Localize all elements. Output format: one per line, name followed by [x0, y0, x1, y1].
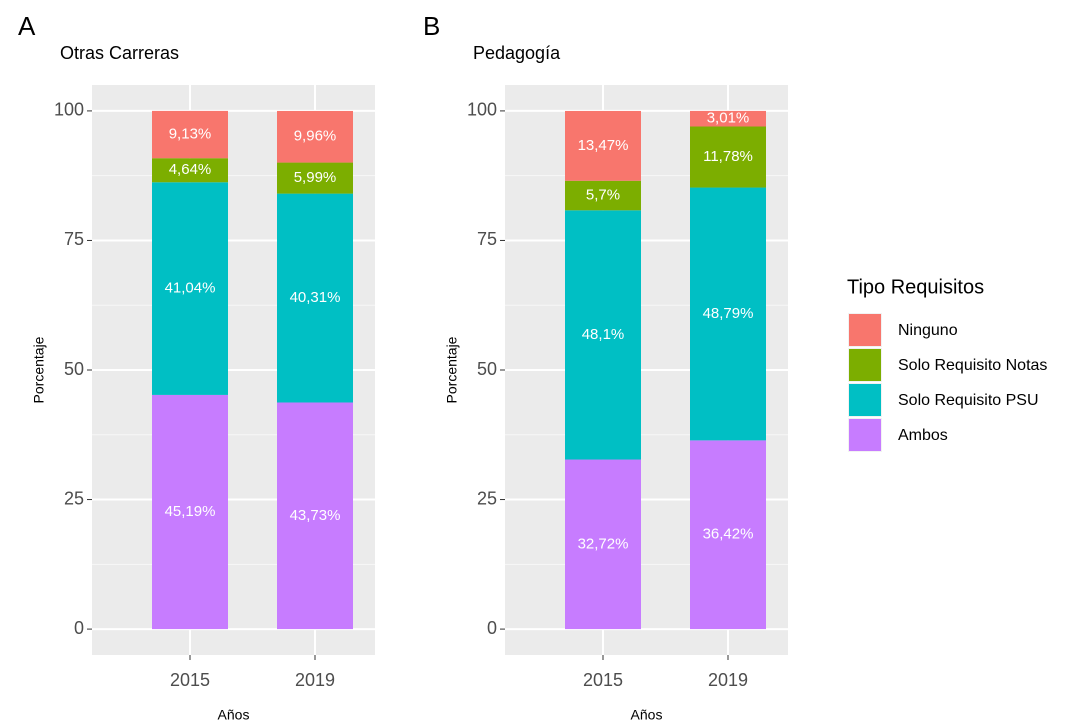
data-label: 48,1%: [582, 326, 625, 343]
panel-label: B: [423, 11, 440, 41]
y-tick-label: 50: [477, 359, 497, 379]
data-label: 36,42%: [703, 526, 754, 543]
x-tick-label: 2019: [708, 670, 748, 690]
data-label: 5,7%: [586, 186, 620, 203]
legend-swatch: [849, 384, 881, 416]
x-tick-label: 2015: [170, 670, 210, 690]
data-label: 11,78%: [703, 148, 753, 165]
bar-segment: [565, 210, 641, 460]
bar-segment: [152, 182, 228, 395]
data-label: 40,31%: [290, 289, 341, 306]
y-tick-label: 25: [64, 488, 84, 508]
y-tick-label: 0: [487, 618, 497, 638]
chart-title: Pedagogía: [473, 43, 561, 63]
bar-segment: [690, 110, 766, 127]
legend-label: Ambos: [898, 427, 948, 444]
data-label: 48,79%: [703, 305, 754, 322]
x-axis-title: Años: [218, 707, 250, 723]
data-label: 45,19%: [165, 503, 216, 520]
bar-segment: [152, 394, 228, 630]
legend-label: Ninguno: [898, 322, 958, 339]
y-tick-label: 75: [477, 229, 497, 249]
legend-swatch: [849, 314, 881, 346]
legend-label: Solo Requisito PSU: [898, 392, 1039, 409]
panel-label: A: [18, 11, 36, 41]
y-tick-label: 100: [54, 100, 84, 120]
data-label: 3,01%: [707, 110, 750, 127]
bar-segment: [277, 193, 353, 403]
y-axis-title: Porcentaje: [444, 336, 460, 403]
x-tick-label: 2015: [583, 670, 623, 690]
data-label: 13,47%: [578, 137, 629, 154]
data-label: 4,64%: [169, 161, 212, 178]
bar-segment: [565, 110, 641, 181]
bar-segment: [690, 440, 766, 630]
x-tick-label: 2019: [295, 670, 335, 690]
bar-segment: [565, 459, 641, 630]
legend-title: Tipo Requisitos: [847, 276, 984, 298]
y-tick-label: 75: [64, 229, 84, 249]
data-label: 9,96%: [294, 128, 337, 145]
legend-swatch: [849, 349, 881, 381]
legend-label: Solo Requisito Notas: [898, 357, 1047, 374]
bar-segment: [565, 180, 641, 211]
y-tick-label: 100: [467, 100, 497, 120]
y-tick-label: 50: [64, 359, 84, 379]
bar-segment: [277, 402, 353, 630]
bar-segment: [690, 187, 766, 441]
x-axis-title: Años: [631, 707, 663, 723]
bar-segment: [152, 158, 228, 183]
y-tick-label: 25: [477, 488, 497, 508]
bar-segment: [152, 110, 228, 159]
data-label: 9,13%: [169, 126, 212, 143]
data-label: 5,99%: [294, 169, 337, 186]
chart-title: Otras Carreras: [60, 43, 179, 63]
bar-segment: [277, 162, 353, 194]
legend-swatch: [849, 419, 881, 451]
y-axis-title: Porcentaje: [31, 336, 47, 403]
data-label: 43,73%: [290, 507, 341, 524]
data-label: 41,04%: [165, 280, 216, 297]
bar-segment: [277, 110, 353, 163]
data-label: 32,72%: [578, 535, 629, 552]
bar-segment: [690, 126, 766, 188]
y-tick-label: 0: [74, 618, 84, 638]
